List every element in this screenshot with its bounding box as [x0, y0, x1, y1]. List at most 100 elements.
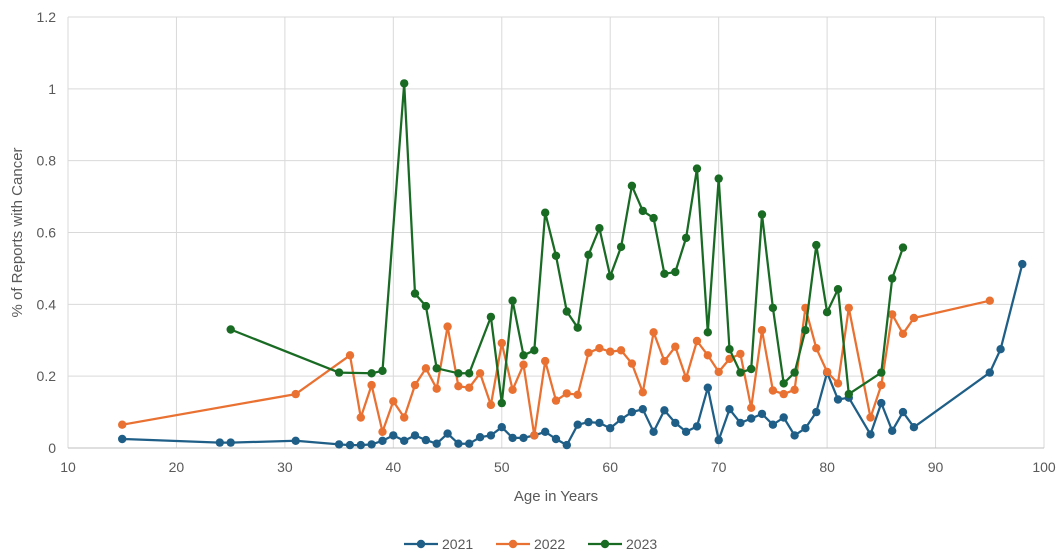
data-point-2022: [367, 380, 376, 390]
data-point-2022: [714, 367, 723, 377]
x-tick-label: 100: [1032, 459, 1056, 475]
data-point-2021: [497, 423, 506, 432]
data-point-2022: [844, 303, 853, 313]
data-point-2023: [736, 368, 745, 377]
data-point-2021: [443, 429, 452, 438]
data-point-2021: [551, 434, 561, 444]
data-point-2021: [888, 426, 897, 435]
data-point-2022: [519, 360, 528, 369]
x-tick-label: 40: [386, 459, 402, 475]
data-point-2022: [432, 384, 441, 393]
data-point-2022: [660, 356, 669, 366]
data-point-2021: [356, 440, 365, 450]
data-point-2022: [551, 396, 561, 405]
data-point-2022: [616, 346, 626, 355]
data-point-2022: [812, 344, 821, 353]
data-point-2023: [812, 240, 821, 250]
data-point-2023: [692, 164, 702, 173]
data-point-2022: [486, 400, 496, 410]
data-point-2022: [757, 326, 767, 335]
data-point-2021: [1018, 259, 1027, 269]
data-point-2023: [530, 346, 539, 355]
data-point-2023: [898, 243, 908, 252]
legend: 2021 2022 2023: [404, 536, 657, 552]
data-point-2022: [866, 413, 875, 422]
data-point-2023: [497, 398, 506, 408]
data-point-2023: [562, 307, 571, 316]
data-point-2021: [400, 436, 409, 445]
series-line-2021: [122, 263, 1024, 447]
data-point-2023: [822, 308, 832, 317]
data-point-2022: [985, 296, 994, 305]
data-point-2023: [454, 369, 463, 378]
data-point-2023: [573, 323, 582, 332]
data-point-2022: [779, 389, 788, 399]
data-point-2021: [475, 433, 485, 442]
data-point-2022: [508, 385, 517, 394]
series-line-2023: [230, 82, 905, 405]
data-point-2022: [649, 328, 658, 337]
data-point-2023: [410, 289, 420, 298]
legend-label-2022: 2022: [534, 536, 565, 552]
y-axis-title: % of Reports with Cancer: [9, 147, 26, 317]
data-point-2022: [790, 385, 799, 394]
data-point-2023: [606, 272, 615, 281]
data-point-2023: [595, 224, 604, 233]
data-point-2023: [334, 368, 344, 377]
data-point-2021: [584, 417, 593, 427]
data-point-2023: [378, 366, 387, 375]
data-point-2022: [465, 383, 474, 392]
data-point-2022: [584, 348, 593, 357]
data-point-2021: [118, 434, 127, 444]
data-point-2023: [486, 312, 496, 322]
data-point-2021: [367, 440, 376, 449]
data-point-2021: [595, 418, 604, 428]
data-point-2022: [541, 356, 550, 366]
series-layer: [118, 79, 1027, 450]
data-point-2021: [627, 407, 637, 417]
series-2021: [118, 259, 1027, 450]
data-point-2022: [833, 379, 843, 388]
x-tick-label: 20: [169, 459, 185, 475]
data-point-2023: [779, 379, 788, 388]
data-point-2023: [801, 326, 810, 335]
data-point-2021: [877, 398, 886, 408]
data-point-2023: [757, 210, 767, 219]
data-point-2022: [443, 322, 452, 331]
series-2022: [118, 296, 994, 440]
data-point-2023: [660, 269, 669, 278]
data-point-2022: [888, 310, 897, 319]
data-point-2021: [692, 422, 702, 431]
data-point-2023: [703, 328, 712, 337]
data-point-2022: [671, 342, 680, 351]
data-point-2023: [508, 296, 517, 305]
data-point-2022: [356, 413, 365, 422]
data-point-2022: [421, 364, 431, 373]
data-point-2021: [790, 431, 799, 440]
data-point-2021: [996, 345, 1005, 354]
data-point-2021: [898, 407, 908, 417]
data-point-2021: [638, 405, 647, 414]
data-point-2023: [747, 364, 756, 374]
data-point-2023: [400, 79, 409, 88]
data-point-2021: [812, 407, 821, 417]
data-point-2023: [432, 364, 441, 373]
data-point-2022: [736, 349, 745, 359]
data-point-2021: [378, 436, 387, 445]
data-point-2023: [367, 369, 376, 378]
legend-label-2021: 2021: [442, 536, 473, 552]
data-point-2022: [378, 427, 387, 436]
data-point-2021: [573, 420, 582, 429]
data-point-2021: [703, 383, 712, 392]
x-tick-label: 30: [277, 459, 293, 475]
legend-item-2022: 2022: [496, 536, 565, 552]
data-point-2022: [768, 386, 778, 395]
data-point-2021: [616, 415, 626, 424]
data-point-2023: [725, 345, 734, 354]
y-tick-label: 0.2: [37, 368, 57, 384]
y-tick-label: 1: [48, 81, 56, 97]
data-point-2023: [226, 325, 235, 334]
data-point-2022: [595, 344, 604, 353]
x-tick-label: 90: [928, 459, 944, 475]
data-point-2021: [508, 433, 517, 443]
